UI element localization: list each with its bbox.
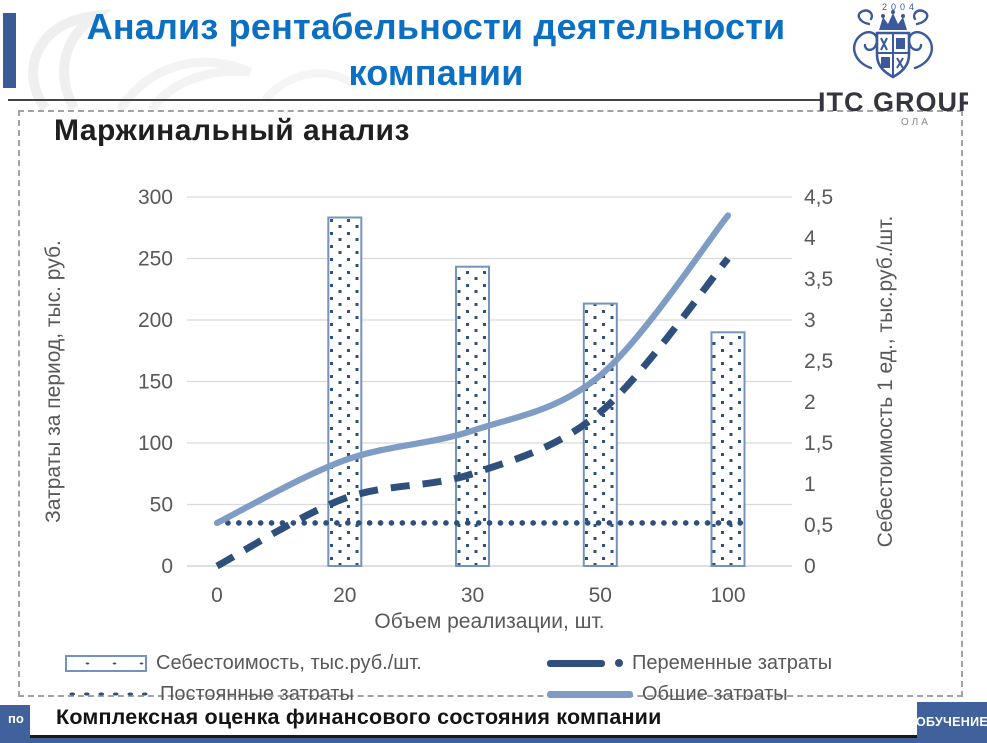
right-axis-tick: 1	[804, 473, 816, 496]
left-axis-tick: 0	[161, 555, 173, 578]
floral-watermark	[28, 9, 355, 113]
unit-cost-bar	[582, 302, 618, 567]
unit-cost-bar	[455, 265, 490, 567]
right-axis-title: Себестоимость 1 ед., тыс.руб./шт.	[874, 216, 897, 548]
caption-text: Комплексная оценка финансового состояния…	[56, 705, 662, 729]
itc-crest-icon	[852, 9, 934, 79]
x-axis-tick: 0	[211, 584, 223, 607]
chart-title: Маржинальный анализ	[54, 114, 410, 147]
legend-item-fixed-costs: Постоянные затраты	[65, 681, 354, 707]
left-axis-tick: 200	[138, 309, 173, 332]
x-axis-title: Объем реализации, шт.	[374, 610, 604, 633]
legend-label-variable-costs: Переменные затраты	[632, 651, 833, 674]
right-axis-tick: 1,5	[804, 432, 833, 455]
header-divider	[8, 99, 822, 101]
slide-title: Анализ рентабельности деятельности компа…	[52, 4, 820, 96]
logo-tagline-fragment: ОЛА	[901, 117, 931, 128]
legend-label-unit-cost: Себестоимость, тыс.руб./шт.	[156, 651, 422, 674]
right-axis-tick: 2	[804, 391, 816, 414]
logo-wordmark: ITC GROUP	[818, 87, 968, 112]
right-axis-tick: 0,5	[804, 514, 833, 537]
x-axis-tick: 20	[333, 584, 356, 607]
left-axis-tick: 100	[138, 432, 173, 455]
legend-swatch-dotted-bar	[65, 654, 147, 672]
x-axis-tick: 100	[710, 584, 745, 607]
legend-label-fixed-costs: Постоянные затраты	[160, 682, 354, 705]
slide-title-line1: Анализ рентабельности деятельности	[86, 6, 786, 47]
right-axis-tick: 0	[804, 555, 816, 578]
chart-panel[interactable]: Маржинальный анализ 0 50 100 150 200 250 300 0 0…	[18, 110, 963, 705]
marginal-analysis-chart: 0 50 100 150 200 250 300 0 0,5 1 1,5 2 2,5 3 3,5 4 4,5 0 2…	[42, 186, 897, 633]
x-axis-tick: 30	[461, 584, 484, 607]
legend-swatch-solid-line	[547, 690, 633, 698]
right-axis-tick: 2,5	[804, 350, 833, 373]
right-axis-tick: 4,5	[804, 186, 833, 209]
unit-cost-bar	[327, 216, 363, 567]
footer-left-fragment: по	[8, 711, 24, 726]
legend-swatch-dash-dot	[615, 659, 623, 667]
logo-wordmark-clip: ITC GROUP	[818, 87, 968, 112]
left-axis-tick: 250	[138, 248, 173, 271]
right-axis-tick: 3	[804, 309, 816, 332]
logo-year: 2004	[881, 2, 919, 12]
variable-costs-line	[215, 256, 731, 570]
legend-item-total-costs: Общие затраты	[547, 681, 788, 707]
left-axis-tick: 150	[138, 371, 173, 394]
unit-cost-bar	[710, 331, 746, 567]
caption-box: Комплексная оценка финансового состояния…	[30, 700, 917, 738]
left-axis-tick: 50	[150, 494, 173, 517]
left-axis-title: Затраты за период, тыс. руб.	[42, 240, 65, 523]
slide-title-line2: компании	[348, 52, 524, 93]
legend-item-unit-cost: Себестоимость, тыс.руб./шт.	[65, 650, 422, 676]
legend-label-total-costs: Общие затраты	[642, 682, 788, 705]
training-label[interactable]: ОБУЧЕНИЕ	[916, 702, 987, 741]
legend-swatch-dotted-line	[65, 690, 151, 698]
left-axis-tick: 300	[138, 186, 173, 209]
right-axis-tick: 3,5	[804, 268, 833, 291]
x-axis-tick: 50	[589, 584, 612, 607]
legend-swatch-dashed-line	[547, 659, 605, 667]
legend-item-variable-costs: Переменные затраты	[547, 650, 832, 676]
right-axis-tick: 4	[804, 227, 816, 250]
title-accent-bar	[3, 13, 16, 88]
total-costs-line	[213, 212, 732, 527]
